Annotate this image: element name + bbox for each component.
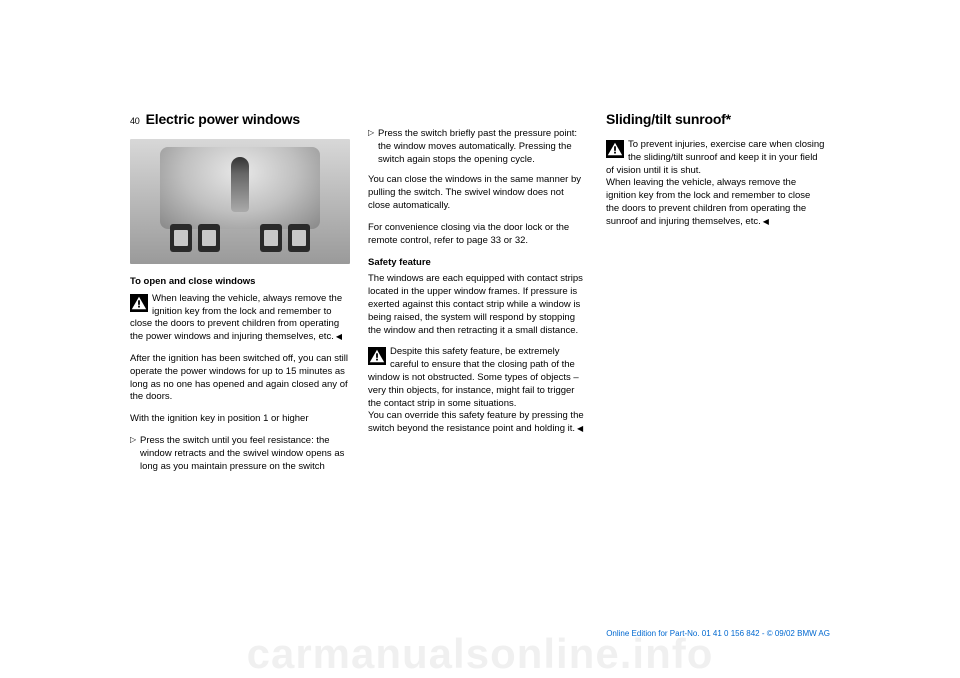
bullet-press-resistance: Press the switch until you feel resistan… — [130, 435, 350, 473]
page-number: 40 — [130, 115, 140, 127]
para-contact-strips: The windows are each equipped with conta… — [368, 273, 588, 337]
figure-center-console — [130, 139, 350, 264]
footer-edition-info: Online Edition for Part-No. 01 41 0 156 … — [606, 629, 830, 638]
warning-text-b: You can override this safety feature by … — [368, 410, 584, 434]
warning-icon — [368, 347, 386, 365]
warning-text-b: When leaving the vehicle, always remove … — [606, 177, 810, 226]
subhead-safety-feature: Safety feature — [368, 257, 588, 270]
figure-switch — [288, 224, 310, 252]
column-1: 40 Electric power windows To open and cl… — [130, 110, 350, 481]
para-close-windows: You can close the windows in the same ma… — [368, 174, 588, 212]
page-content: 40 Electric power windows To open and cl… — [130, 110, 830, 481]
warning-text: Despite this safety feature, be extremel… — [368, 346, 579, 408]
heading-sunroof: Sliding/tilt sunroof* — [606, 110, 826, 129]
warning-icon — [606, 140, 624, 158]
spacer — [368, 110, 588, 128]
heading-text: Electric power windows — [146, 110, 300, 129]
page-ref-32[interactable]: 32 — [515, 235, 526, 246]
figure-switch — [260, 224, 282, 252]
para-convenience-closing: For convenience closing via the door loc… — [368, 222, 588, 248]
warning-text: To prevent injuries, exercise care when … — [606, 139, 824, 176]
page-ref-33[interactable]: 33 — [491, 235, 502, 246]
heading-electric-windows: 40 Electric power windows — [130, 110, 350, 129]
warning-block: To prevent injuries, exercise care when … — [606, 139, 826, 229]
bullet-press-briefly: Press the switch briefly past the pressu… — [368, 128, 588, 166]
figure-switch — [170, 224, 192, 252]
para-ignition-position: With the ignition key in position 1 or h… — [130, 413, 350, 426]
figure-switch — [198, 224, 220, 252]
warning-block: When leaving the vehicle, always remove … — [130, 293, 350, 344]
para-after-ignition: After the ignition has been switched off… — [130, 353, 350, 404]
column-3: Sliding/tilt sunroof* To prevent injurie… — [606, 110, 826, 481]
text-fragment: or — [501, 235, 515, 246]
text-fragment: For convenience closing via the door loc… — [368, 222, 569, 246]
subhead-open-close: To open and close windows — [130, 276, 350, 289]
column-2: Press the switch briefly past the pressu… — [368, 110, 588, 481]
warning-icon — [130, 294, 148, 312]
warning-text: When leaving the vehicle, always remove … — [130, 293, 342, 342]
warning-block: Despite this safety feature, be extremel… — [368, 346, 588, 436]
figure-shifter — [231, 157, 249, 212]
text-fragment: . — [525, 235, 528, 246]
